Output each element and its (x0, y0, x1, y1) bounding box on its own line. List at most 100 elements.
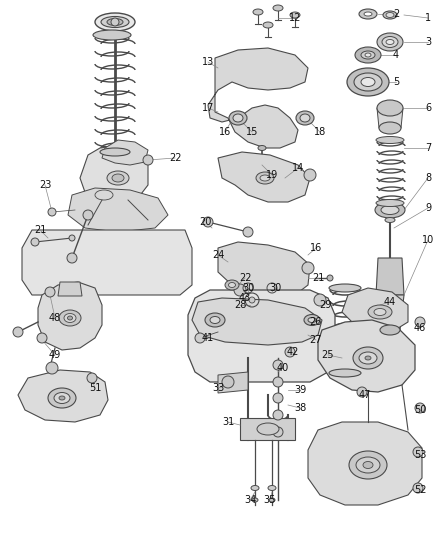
Circle shape (143, 155, 153, 165)
Text: 48: 48 (49, 313, 61, 323)
Circle shape (273, 410, 283, 420)
Ellipse shape (296, 111, 314, 125)
Ellipse shape (59, 310, 81, 326)
Circle shape (314, 294, 326, 306)
Polygon shape (188, 290, 335, 382)
Ellipse shape (304, 314, 320, 326)
Circle shape (13, 327, 23, 337)
Ellipse shape (377, 100, 403, 116)
Ellipse shape (59, 396, 65, 400)
Text: 26: 26 (309, 317, 321, 327)
Text: 30: 30 (242, 283, 254, 293)
Ellipse shape (100, 148, 130, 156)
Ellipse shape (229, 282, 236, 287)
Text: 16: 16 (219, 127, 231, 137)
Ellipse shape (365, 53, 371, 57)
Text: 27: 27 (310, 335, 322, 345)
Ellipse shape (290, 12, 300, 18)
Polygon shape (22, 230, 192, 295)
Ellipse shape (386, 39, 394, 44)
Text: 19: 19 (266, 170, 278, 180)
Ellipse shape (376, 199, 404, 206)
Polygon shape (218, 372, 248, 393)
Polygon shape (308, 422, 422, 505)
Text: 38: 38 (294, 403, 306, 413)
Polygon shape (218, 242, 310, 298)
Circle shape (413, 447, 423, 457)
Text: 24: 24 (212, 250, 224, 260)
Ellipse shape (349, 451, 387, 479)
Ellipse shape (354, 73, 382, 91)
Circle shape (195, 333, 205, 343)
Circle shape (234, 284, 246, 296)
Ellipse shape (205, 313, 225, 327)
Text: 4: 4 (393, 50, 399, 60)
Text: 51: 51 (89, 383, 101, 393)
Circle shape (69, 235, 75, 241)
Text: 44: 44 (384, 297, 396, 307)
Ellipse shape (258, 146, 266, 150)
Ellipse shape (233, 114, 243, 122)
Ellipse shape (107, 171, 129, 185)
Text: 1: 1 (425, 13, 431, 23)
Circle shape (45, 287, 55, 297)
Circle shape (83, 210, 93, 220)
Ellipse shape (365, 356, 371, 360)
Text: 29: 29 (319, 300, 331, 310)
Text: 14: 14 (292, 163, 304, 173)
Text: 22: 22 (239, 273, 251, 283)
Circle shape (273, 427, 283, 437)
Text: 35: 35 (264, 495, 276, 505)
Ellipse shape (253, 9, 263, 15)
Ellipse shape (374, 309, 386, 316)
Ellipse shape (380, 325, 400, 335)
Polygon shape (342, 288, 408, 332)
Circle shape (273, 393, 283, 403)
Ellipse shape (54, 392, 70, 403)
Text: 16: 16 (310, 243, 322, 253)
Text: 47: 47 (359, 390, 371, 400)
Ellipse shape (356, 457, 380, 473)
Ellipse shape (308, 318, 316, 322)
Text: 42: 42 (287, 347, 299, 357)
Ellipse shape (252, 498, 258, 502)
Ellipse shape (361, 77, 375, 86)
Ellipse shape (355, 47, 381, 63)
Ellipse shape (347, 68, 389, 96)
Polygon shape (377, 108, 403, 128)
Ellipse shape (67, 316, 73, 320)
Ellipse shape (361, 51, 375, 59)
Polygon shape (68, 188, 168, 232)
Circle shape (285, 347, 295, 357)
Circle shape (222, 376, 234, 388)
Text: 40: 40 (277, 363, 289, 373)
Text: 21: 21 (34, 225, 46, 235)
Ellipse shape (251, 486, 259, 490)
Polygon shape (318, 320, 415, 392)
Circle shape (415, 317, 425, 327)
Ellipse shape (376, 136, 404, 143)
Text: 22: 22 (169, 153, 181, 163)
Ellipse shape (359, 9, 377, 19)
Text: 41: 41 (202, 333, 214, 343)
Circle shape (67, 253, 77, 263)
Text: 12: 12 (289, 13, 301, 23)
Text: 23: 23 (39, 180, 51, 190)
Text: 18: 18 (314, 127, 326, 137)
Text: 13: 13 (202, 57, 214, 67)
Ellipse shape (364, 12, 372, 16)
Polygon shape (58, 282, 82, 296)
Polygon shape (376, 258, 404, 295)
Text: 39: 39 (294, 385, 306, 395)
Text: 3: 3 (425, 37, 431, 47)
Ellipse shape (229, 111, 247, 125)
Ellipse shape (359, 352, 377, 364)
Text: 34: 34 (244, 495, 256, 505)
Ellipse shape (64, 313, 76, 322)
Text: 21: 21 (312, 273, 324, 283)
Circle shape (203, 217, 213, 227)
Ellipse shape (101, 17, 129, 28)
Ellipse shape (273, 5, 283, 11)
Circle shape (304, 169, 316, 181)
Ellipse shape (269, 498, 275, 502)
